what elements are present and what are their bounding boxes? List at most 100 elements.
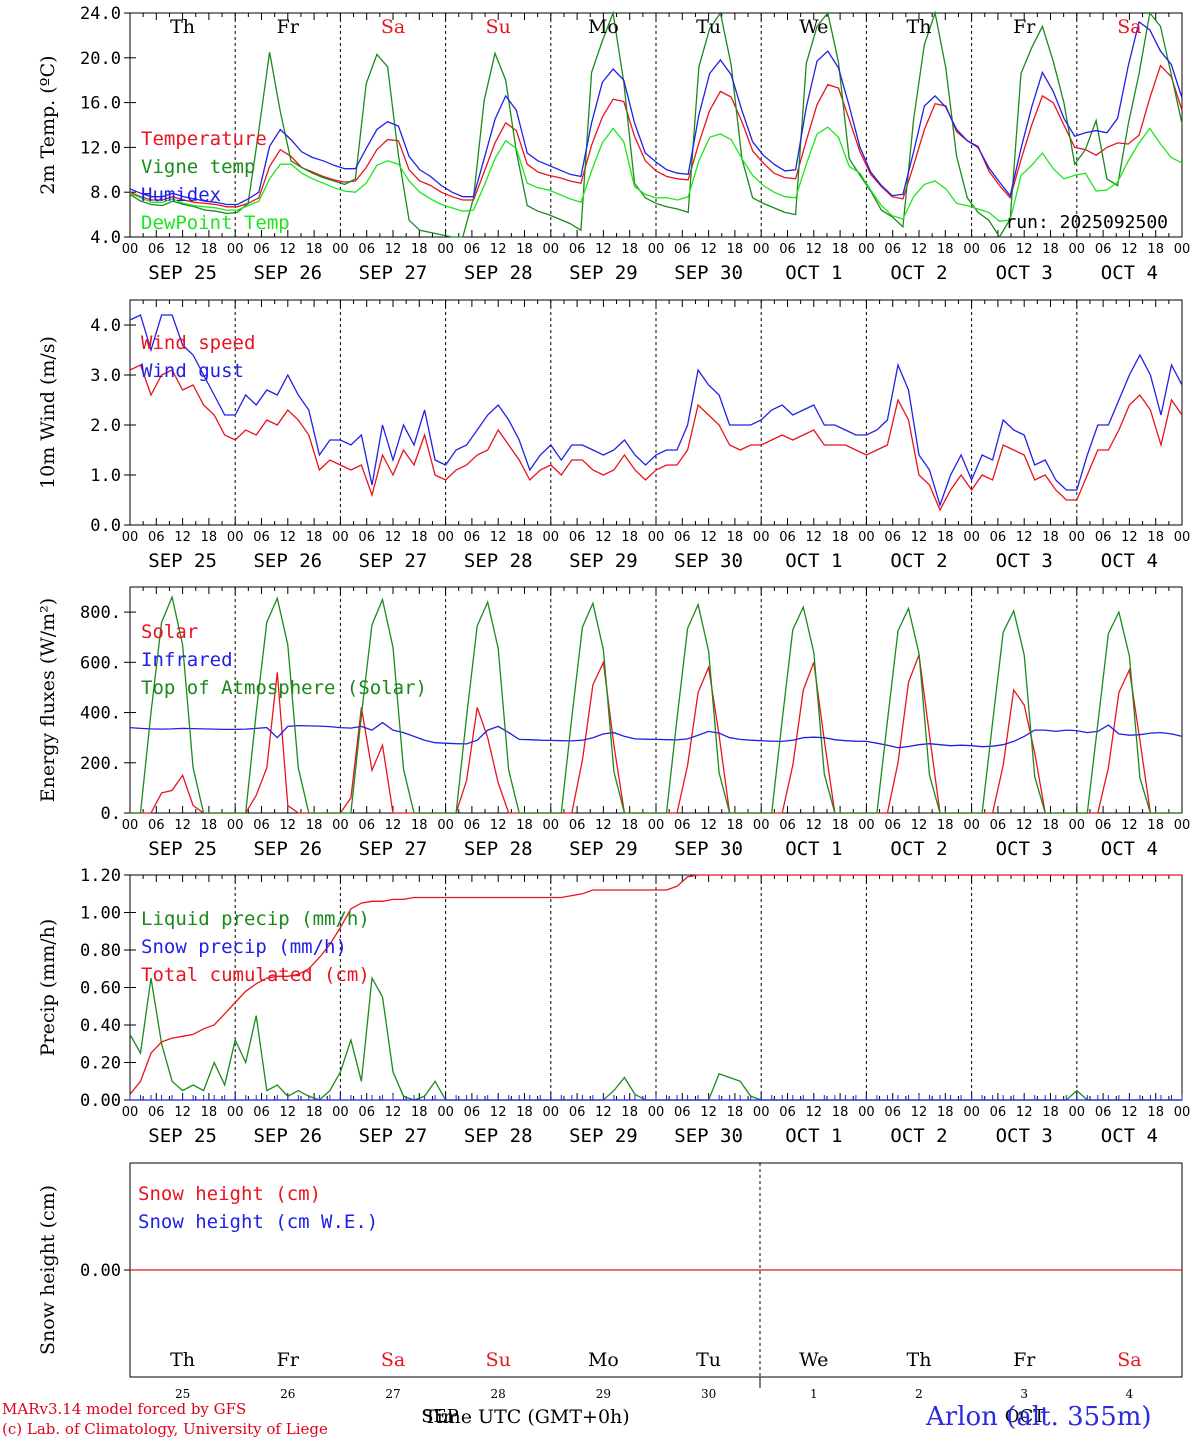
legend-entry: Infrared: [141, 649, 233, 671]
y-tick-label: 0.40: [80, 1016, 121, 1036]
series-line-humidex: [129, 20, 1183, 206]
y-tick-label: 800.: [80, 603, 121, 623]
legend-entry: Wind speed: [141, 332, 255, 354]
hour-label: 00: [543, 1105, 560, 1120]
hour-label: 00: [753, 242, 770, 257]
weekday-label: Fr: [1013, 16, 1036, 38]
date-label: SEP 25: [148, 262, 217, 284]
hour-label: 18: [937, 1105, 954, 1120]
legend-entry: Solar: [141, 621, 198, 643]
y-tick-label: 4.0: [90, 228, 121, 248]
date-label: OCT 4: [1101, 1125, 1158, 1147]
legend-entry: Humidex: [141, 184, 221, 206]
hour-label: 18: [621, 530, 638, 545]
series-line-top-of-atmosphere-solar-: [130, 594, 1182, 814]
hour-label: 06: [253, 1105, 270, 1120]
y-tick-label: 0.00: [80, 1091, 121, 1111]
y-axis-label: Snow height (cm): [37, 1185, 59, 1355]
hour-label: 18: [937, 530, 954, 545]
series-line-wind-speed: [129, 364, 1183, 512]
hour-label: 18: [516, 242, 533, 257]
hour-label: 00: [1174, 242, 1191, 257]
weekday-label: Fr: [277, 16, 300, 38]
hour-label: 00: [753, 530, 770, 545]
date-label: OCT 2: [890, 1125, 947, 1147]
y-axis-label: Precip (mm/h): [37, 919, 59, 1057]
weekday-label: Sa: [381, 16, 405, 38]
date-label: SEP 29: [569, 838, 638, 860]
hour-label: 18: [727, 530, 744, 545]
weekday-label: We: [799, 16, 828, 38]
weekday-label: Th: [170, 1349, 195, 1371]
hour-label: 00: [963, 242, 980, 257]
y-tick-label: 1.0: [90, 466, 121, 486]
hour-label: 06: [358, 530, 375, 545]
hour-label: 06: [253, 242, 270, 257]
y-tick-label: 400.: [80, 704, 121, 724]
hour-label: 06: [148, 1105, 165, 1120]
date-label: OCT 2: [890, 262, 947, 284]
date-label: OCT 1: [785, 262, 842, 284]
hour-label: 12: [1121, 242, 1138, 257]
date-label: OCT 3: [996, 1125, 1053, 1147]
day-number-label: 1: [810, 1387, 818, 1401]
weekday-label: Sa: [1117, 1349, 1141, 1371]
legend-entry: Snow height (cm W.E.): [138, 1211, 378, 1233]
hour-label: 12: [174, 818, 191, 833]
date-label: SEP 30: [674, 1125, 743, 1147]
hour-label: 12: [700, 530, 717, 545]
hour-label: 06: [779, 818, 796, 833]
day-number-label: 26: [280, 1387, 295, 1401]
date-label: SEP 28: [464, 550, 533, 572]
hour-label: 06: [884, 1105, 901, 1120]
hour-label: 00: [122, 530, 139, 545]
hour-label: 12: [490, 242, 507, 257]
time-axis-label: Time UTC (GMT+0h): [424, 1406, 630, 1428]
hour-label: 00: [1174, 818, 1191, 833]
date-label: SEP 27: [359, 550, 428, 572]
hour-label: 18: [201, 818, 218, 833]
hour-label: 18: [727, 818, 744, 833]
legend-entry: DewPoint Temp: [141, 212, 290, 234]
hour-label: 00: [437, 242, 454, 257]
month-label: OCT: [1005, 1406, 1046, 1427]
hour-label: 12: [174, 530, 191, 545]
hour-label: 12: [490, 530, 507, 545]
hour-label: 06: [884, 242, 901, 257]
date-label: SEP 25: [148, 550, 217, 572]
hour-label: 00: [437, 818, 454, 833]
hour-label: 06: [569, 1105, 586, 1120]
date-label: SEP 26: [253, 1125, 322, 1147]
hour-label: 06: [779, 530, 796, 545]
date-label: OCT 1: [785, 838, 842, 860]
weekday-label: Su: [486, 1349, 511, 1371]
date-label: SEP 26: [253, 838, 322, 860]
hour-label: 18: [1042, 242, 1059, 257]
hour-label: 18: [411, 818, 428, 833]
weekday-label: Th: [907, 1349, 932, 1371]
date-label: SEP 25: [148, 1125, 217, 1147]
hour-label: 06: [990, 242, 1007, 257]
hour-label: 06: [990, 1105, 1007, 1120]
hour-label: 06: [674, 530, 691, 545]
legend-entry: Total cumulated (cm): [141, 964, 370, 986]
hour-label: 12: [1016, 1105, 1033, 1120]
y-axis-label: Energy fluxes (W/m²): [37, 598, 59, 802]
hour-label: 00: [437, 530, 454, 545]
hour-label: 06: [674, 1105, 691, 1120]
hour-label: 18: [201, 1105, 218, 1120]
hour-label: 06: [464, 1105, 481, 1120]
hour-label: 00: [648, 1105, 665, 1120]
hour-label: 00: [332, 530, 349, 545]
series-line-total-cumulated-cm-: [129, 874, 1182, 1095]
hour-label: 18: [727, 242, 744, 257]
date-label: OCT 1: [785, 550, 842, 572]
hour-label: 00: [1069, 242, 1086, 257]
date-label: SEP 30: [674, 262, 743, 284]
series-line-dewpoint-temp: [129, 126, 1183, 222]
y-axis-label: 2m Temp. (ºC): [37, 55, 59, 194]
hour-label: 18: [516, 818, 533, 833]
hour-label: 12: [911, 818, 928, 833]
hour-label: 00: [227, 242, 244, 257]
hour-label: 18: [1147, 818, 1164, 833]
